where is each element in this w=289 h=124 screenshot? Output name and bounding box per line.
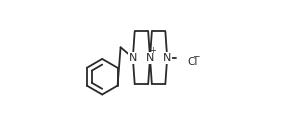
Text: Cl: Cl: [188, 57, 198, 67]
Text: N: N: [129, 53, 137, 63]
Text: N: N: [163, 53, 171, 63]
Text: +: +: [149, 46, 156, 55]
Text: N: N: [146, 53, 154, 63]
Text: −: −: [192, 51, 200, 60]
